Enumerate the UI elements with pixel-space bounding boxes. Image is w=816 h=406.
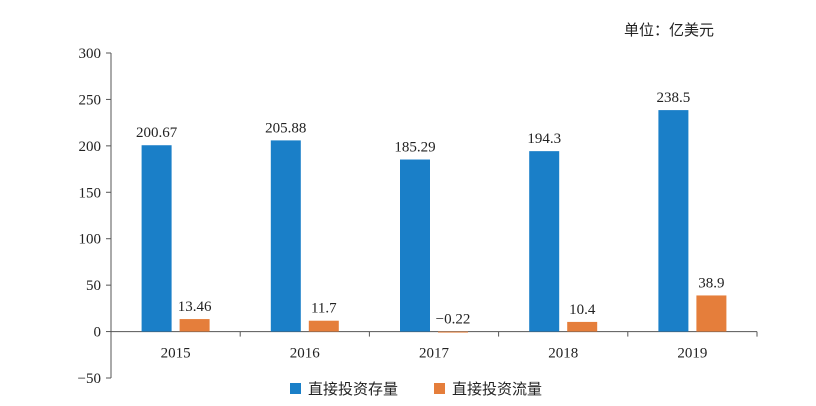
unit-label: 单位：亿美元: [624, 21, 715, 39]
bar-flow: [696, 295, 727, 332]
y-tick-label: 250: [79, 92, 102, 108]
bar-flow: [438, 331, 468, 333]
data-label-flow: 38.9: [698, 275, 724, 291]
data-label-flow: 13.46: [178, 299, 212, 315]
legend-label-stock: 直接投资存量: [308, 380, 399, 398]
data-label-stock: 200.67: [136, 125, 178, 141]
legend-item-stock: 直接投资存量: [290, 378, 398, 399]
data-label-flow: 11.7: [311, 301, 337, 317]
bar-stock: [529, 151, 560, 332]
y-tick-label: −50: [78, 371, 101, 387]
x-tick-label: 2016: [290, 346, 321, 362]
bar-stock: [270, 140, 301, 332]
bar-flow: [308, 320, 339, 332]
data-label-stock: 185.29: [394, 140, 435, 156]
data-label-stock: 205.88: [265, 120, 306, 136]
legend-swatch-flow: [434, 383, 446, 394]
legend-item-flow: 直接投资流量: [434, 378, 542, 399]
y-tick-label: 200: [79, 139, 102, 155]
legend-swatch-stock: [290, 383, 301, 394]
x-tick-label: 2015: [161, 346, 191, 362]
y-tick-label: 0: [94, 325, 102, 341]
x-tick-label: 2019: [677, 346, 707, 362]
data-label-flow: −0.22: [436, 312, 471, 328]
bar-stock: [400, 159, 430, 332]
bar-stock: [658, 110, 689, 332]
bar-stock: [141, 145, 172, 332]
bar-flow: [179, 319, 210, 332]
x-tick-label: 2017: [419, 346, 450, 362]
data-label-stock: 238.5: [657, 90, 691, 106]
data-label-stock: 194.3: [527, 131, 561, 147]
data-label-flow: 10.4: [569, 302, 596, 318]
y-tick-label: 50: [86, 278, 101, 294]
legend-label-flow: 直接投资流量: [452, 380, 543, 398]
y-tick-label: 300: [79, 46, 102, 62]
y-tick-label: 100: [79, 232, 102, 248]
y-tick-label: 150: [79, 185, 102, 201]
bar-flow: [567, 321, 598, 332]
x-tick-label: 2018: [548, 346, 578, 362]
legend: 直接投资存量 直接投资流量: [290, 378, 578, 399]
